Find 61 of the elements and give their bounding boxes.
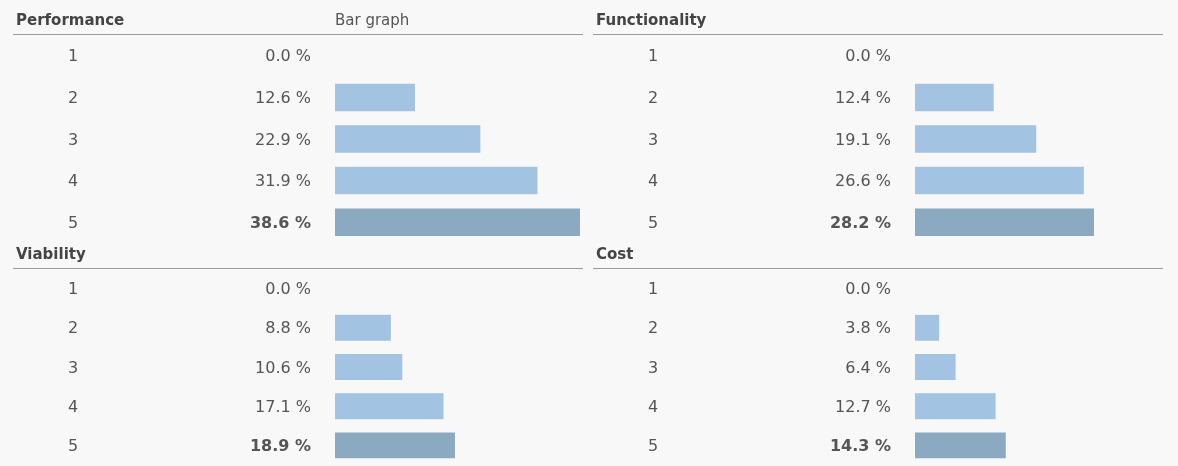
y-tick-label: 3 [67, 129, 79, 149]
bar [335, 393, 444, 420]
bar [335, 166, 538, 195]
bar [915, 208, 1094, 236]
data-label: 0.0 % [845, 46, 891, 66]
data-label: 22.9 % [255, 129, 311, 149]
bar [915, 393, 996, 420]
bar [915, 125, 1037, 153]
y-tick-label: 5 [67, 212, 79, 232]
bar [915, 432, 1006, 459]
y-tick-label: 4 [67, 396, 79, 416]
text: Cost [596, 245, 634, 263]
data-label: 12.7 % [835, 396, 891, 416]
bar [335, 125, 481, 153]
data-label: 31.9 % [255, 171, 311, 191]
y-tick-label: 3 [647, 357, 659, 377]
y-tick-label: 4 [67, 171, 79, 191]
y-tick-label: 4 [647, 396, 659, 416]
text: Viability [16, 245, 86, 263]
data-label: 17.1 % [255, 396, 311, 416]
data-label: 10.6 % [255, 357, 311, 377]
bar [335, 83, 415, 112]
y-tick-label: 5 [647, 212, 659, 232]
bar [335, 314, 391, 341]
y-tick-label: 1 [67, 279, 79, 299]
y-tick-label: 5 [647, 435, 659, 455]
bar [915, 354, 956, 380]
y-tick-label: 4 [647, 171, 659, 191]
chart-subtitle: Bar graph [335, 11, 410, 29]
bar [335, 354, 403, 380]
data-label: 28.2 % [829, 212, 891, 232]
y-tick-label: 3 [67, 357, 79, 377]
text: Functionality [596, 11, 707, 29]
text: Performance [16, 11, 125, 29]
data-label: 18.9 % [249, 435, 311, 455]
y-tick-label: 2 [67, 87, 79, 107]
y-tick-label: 2 [647, 87, 659, 107]
data-label: 38.6 % [249, 212, 311, 232]
data-label: 6.4 % [845, 357, 891, 377]
bar [915, 314, 940, 341]
y-tick-label: 2 [67, 318, 79, 338]
data-label: 12.6 % [255, 87, 311, 107]
bar [915, 83, 994, 112]
bar [335, 208, 580, 236]
y-tick-label: 1 [647, 279, 659, 299]
data-label: 0.0 % [265, 279, 311, 299]
y-tick-label: 5 [67, 435, 79, 455]
data-label: 0.0 % [265, 46, 311, 66]
data-label: 12.4 % [835, 87, 891, 107]
y-tick-label: 3 [647, 129, 659, 149]
data-label: 26.6 % [835, 171, 891, 191]
data-label: 3.8 % [845, 318, 891, 338]
data-label: 19.1 % [835, 129, 891, 149]
y-tick-label: 1 [647, 46, 659, 66]
y-tick-label: 1 [67, 46, 79, 66]
bar [915, 166, 1084, 195]
data-label: 0.0 % [845, 279, 891, 299]
bar [335, 432, 455, 459]
data-label: 8.8 % [265, 318, 311, 338]
data-label: 14.3 % [829, 435, 891, 455]
y-tick-label: 2 [647, 318, 659, 338]
